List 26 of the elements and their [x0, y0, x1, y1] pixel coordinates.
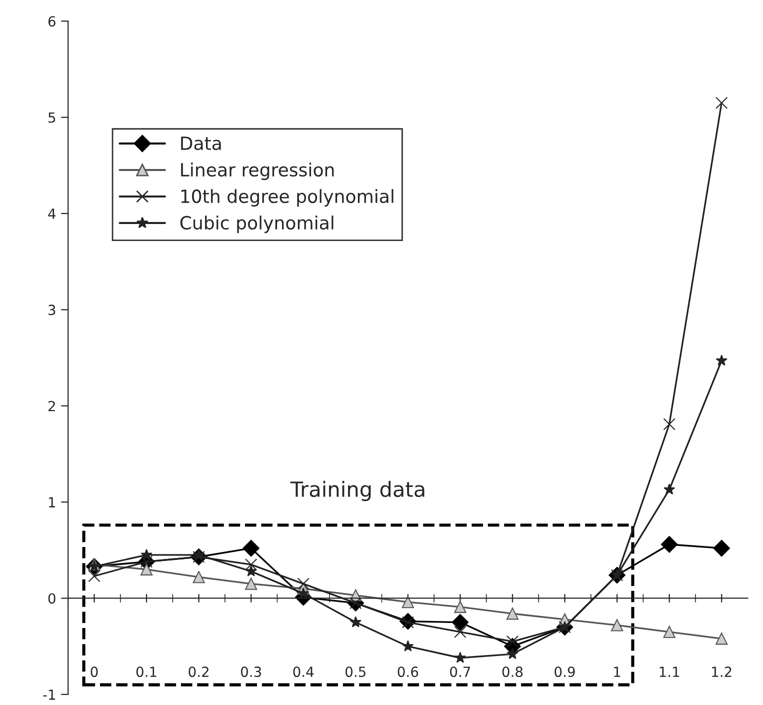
x-tick-label: 1	[614, 666, 620, 677]
y-tick-label: 1	[48, 497, 56, 508]
x-tick-label: 0.7	[450, 666, 470, 678]
y-tick-label: -1	[43, 690, 56, 700]
x-tick-label: 0.8	[502, 666, 523, 678]
x-tick-label: 0.9	[554, 666, 575, 678]
legend-label: Cubic polynomial	[180, 216, 334, 234]
y-tick-label: 5	[48, 112, 56, 123]
y-tick-label: 6	[48, 16, 56, 27]
x-tick-label: 0.5	[346, 666, 366, 678]
annotation: Training data	[290, 480, 424, 502]
x-tick-label: 0.3	[240, 666, 262, 678]
x-tick-label: 0	[90, 666, 98, 678]
legend-label: Data	[181, 136, 221, 150]
x-tick-label: 1.2	[712, 666, 732, 677]
y-tick-label: 4	[48, 208, 56, 219]
x-tick-label: 0.6	[398, 666, 418, 678]
y-tick-label: 0	[48, 593, 56, 604]
x-tick-label: 0.1	[136, 666, 156, 678]
legend-label: Linear regression	[181, 162, 334, 180]
x-tick-label: 0.4	[293, 666, 314, 678]
x-tick-label: 0.2	[188, 666, 208, 678]
legend-label: 10th degree polynomial	[181, 189, 394, 207]
y-tick-label: 3	[48, 304, 56, 316]
y-tick-label: 2	[48, 400, 55, 412]
x-tick-label: 1.1	[660, 666, 680, 677]
